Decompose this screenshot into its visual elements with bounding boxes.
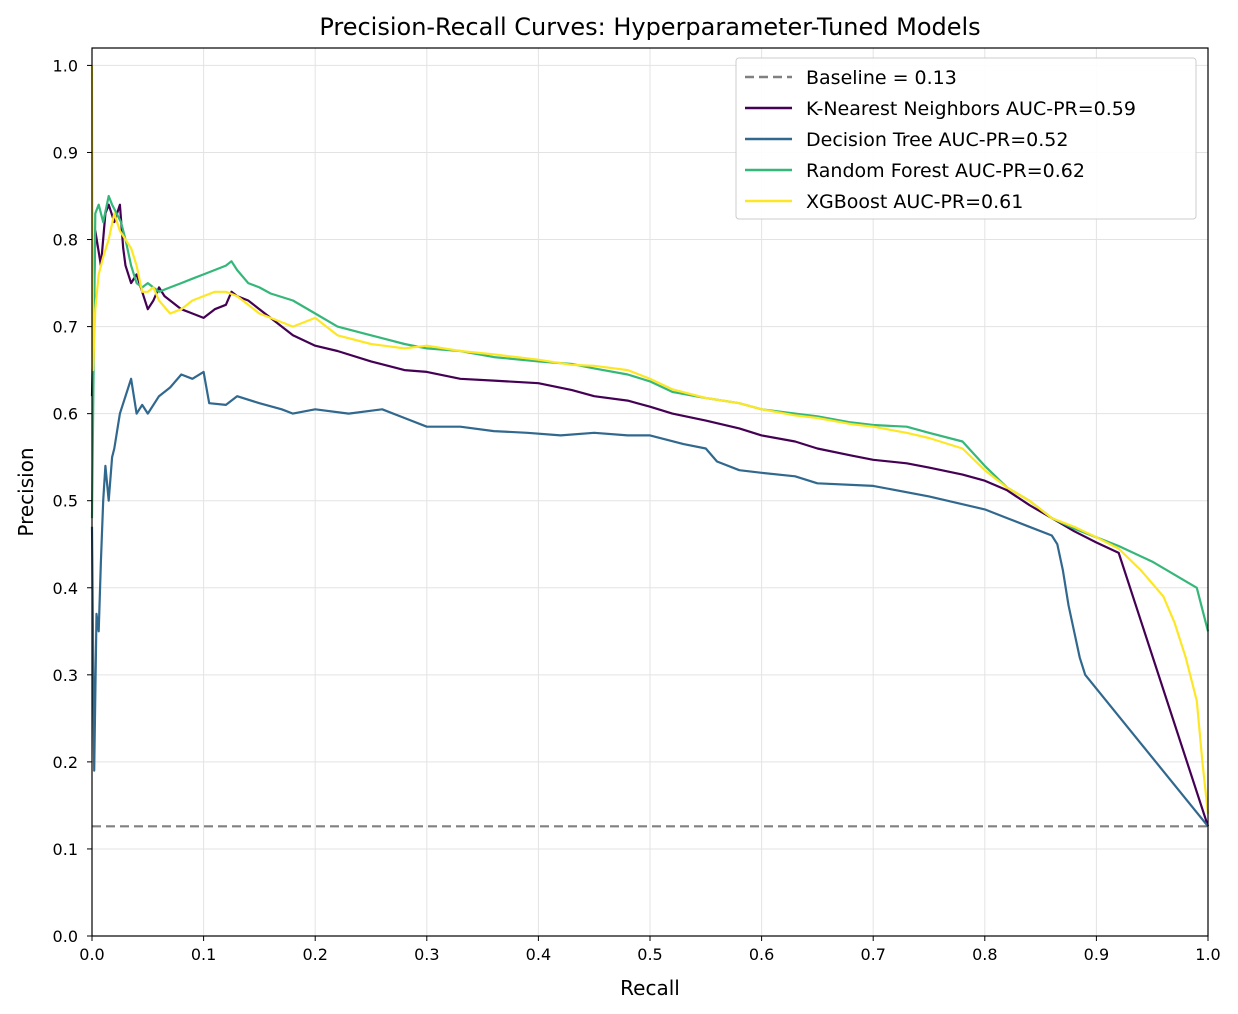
series-line-3 [90, 65, 1210, 815]
x-tick-label: 0.8 [972, 945, 997, 964]
x-tick-label: 1.0 [1195, 945, 1220, 964]
legend-label: Random Forest AUC-PR=0.62 [806, 160, 1085, 182]
y-axis-title: Precision [14, 447, 38, 536]
chart-title: Precision-Recall Curves: Hyperparameter-… [319, 13, 980, 41]
x-tick-label: 0.5 [637, 945, 662, 964]
y-tick-label: 0.1 [53, 840, 78, 859]
x-tick-label: 0.1 [191, 945, 216, 964]
legend-box [735, 57, 1197, 220]
legend-label: XGBoost AUC-PR=0.61 [806, 191, 1023, 213]
series-layer [90, 65, 1210, 827]
y-tick-label: 0.6 [53, 405, 78, 424]
y-tick-label: 0.3 [53, 666, 78, 685]
axis-ticks: 0.0 0.1 0.2 0.3 0.4 0.5 0.6 0.7 0.8 0.9 1.0 0.0 0.1 0… [53, 56, 1221, 964]
y-tick-label: 0.5 [53, 492, 78, 511]
x-tick-label: 0.4 [526, 945, 551, 964]
y-tick-label: 0.9 [53, 143, 78, 162]
legend-label: Decision Tree AUC-PR=0.52 [806, 129, 1068, 151]
x-axis-title: Recall [620, 976, 680, 1000]
legend-label: Baseline = 0.13 [806, 67, 957, 89]
y-tick-label: 0.0 [53, 927, 78, 946]
x-tick-label: 0.6 [749, 945, 774, 964]
y-tick-label: 0.4 [53, 579, 78, 598]
y-tick-label: 1.0 [53, 56, 78, 75]
x-tick-label: 0.9 [1084, 945, 1109, 964]
x-tick-label: 0.3 [414, 945, 439, 964]
y-tick-label: 0.7 [53, 318, 78, 337]
x-tick-label: 0.7 [860, 945, 885, 964]
y-tick-label: 0.8 [53, 231, 78, 250]
legend-label: K-Nearest Neighbors AUC-PR=0.59 [806, 98, 1136, 120]
legend: Baseline = 0.13 K-Nearest Neighbors AUC-P… [735, 57, 1197, 220]
y-tick-label: 0.2 [53, 753, 78, 772]
series-line-1 [90, 370, 1209, 827]
x-tick-label: 0.0 [79, 945, 104, 964]
x-tick-label: 0.2 [302, 945, 327, 964]
